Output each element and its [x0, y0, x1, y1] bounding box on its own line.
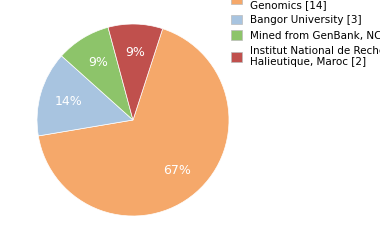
Wedge shape — [62, 27, 133, 120]
Text: 67%: 67% — [163, 164, 191, 177]
Text: 9%: 9% — [125, 46, 145, 59]
Text: 14%: 14% — [55, 95, 82, 108]
Legend: Centre for Biodiversity
Genomics [14], Bangor University [3], Mined from GenBank: Centre for Biodiversity Genomics [14], B… — [230, 0, 380, 69]
Wedge shape — [38, 29, 229, 216]
Text: 9%: 9% — [88, 56, 108, 69]
Wedge shape — [108, 24, 163, 120]
Wedge shape — [37, 56, 133, 136]
